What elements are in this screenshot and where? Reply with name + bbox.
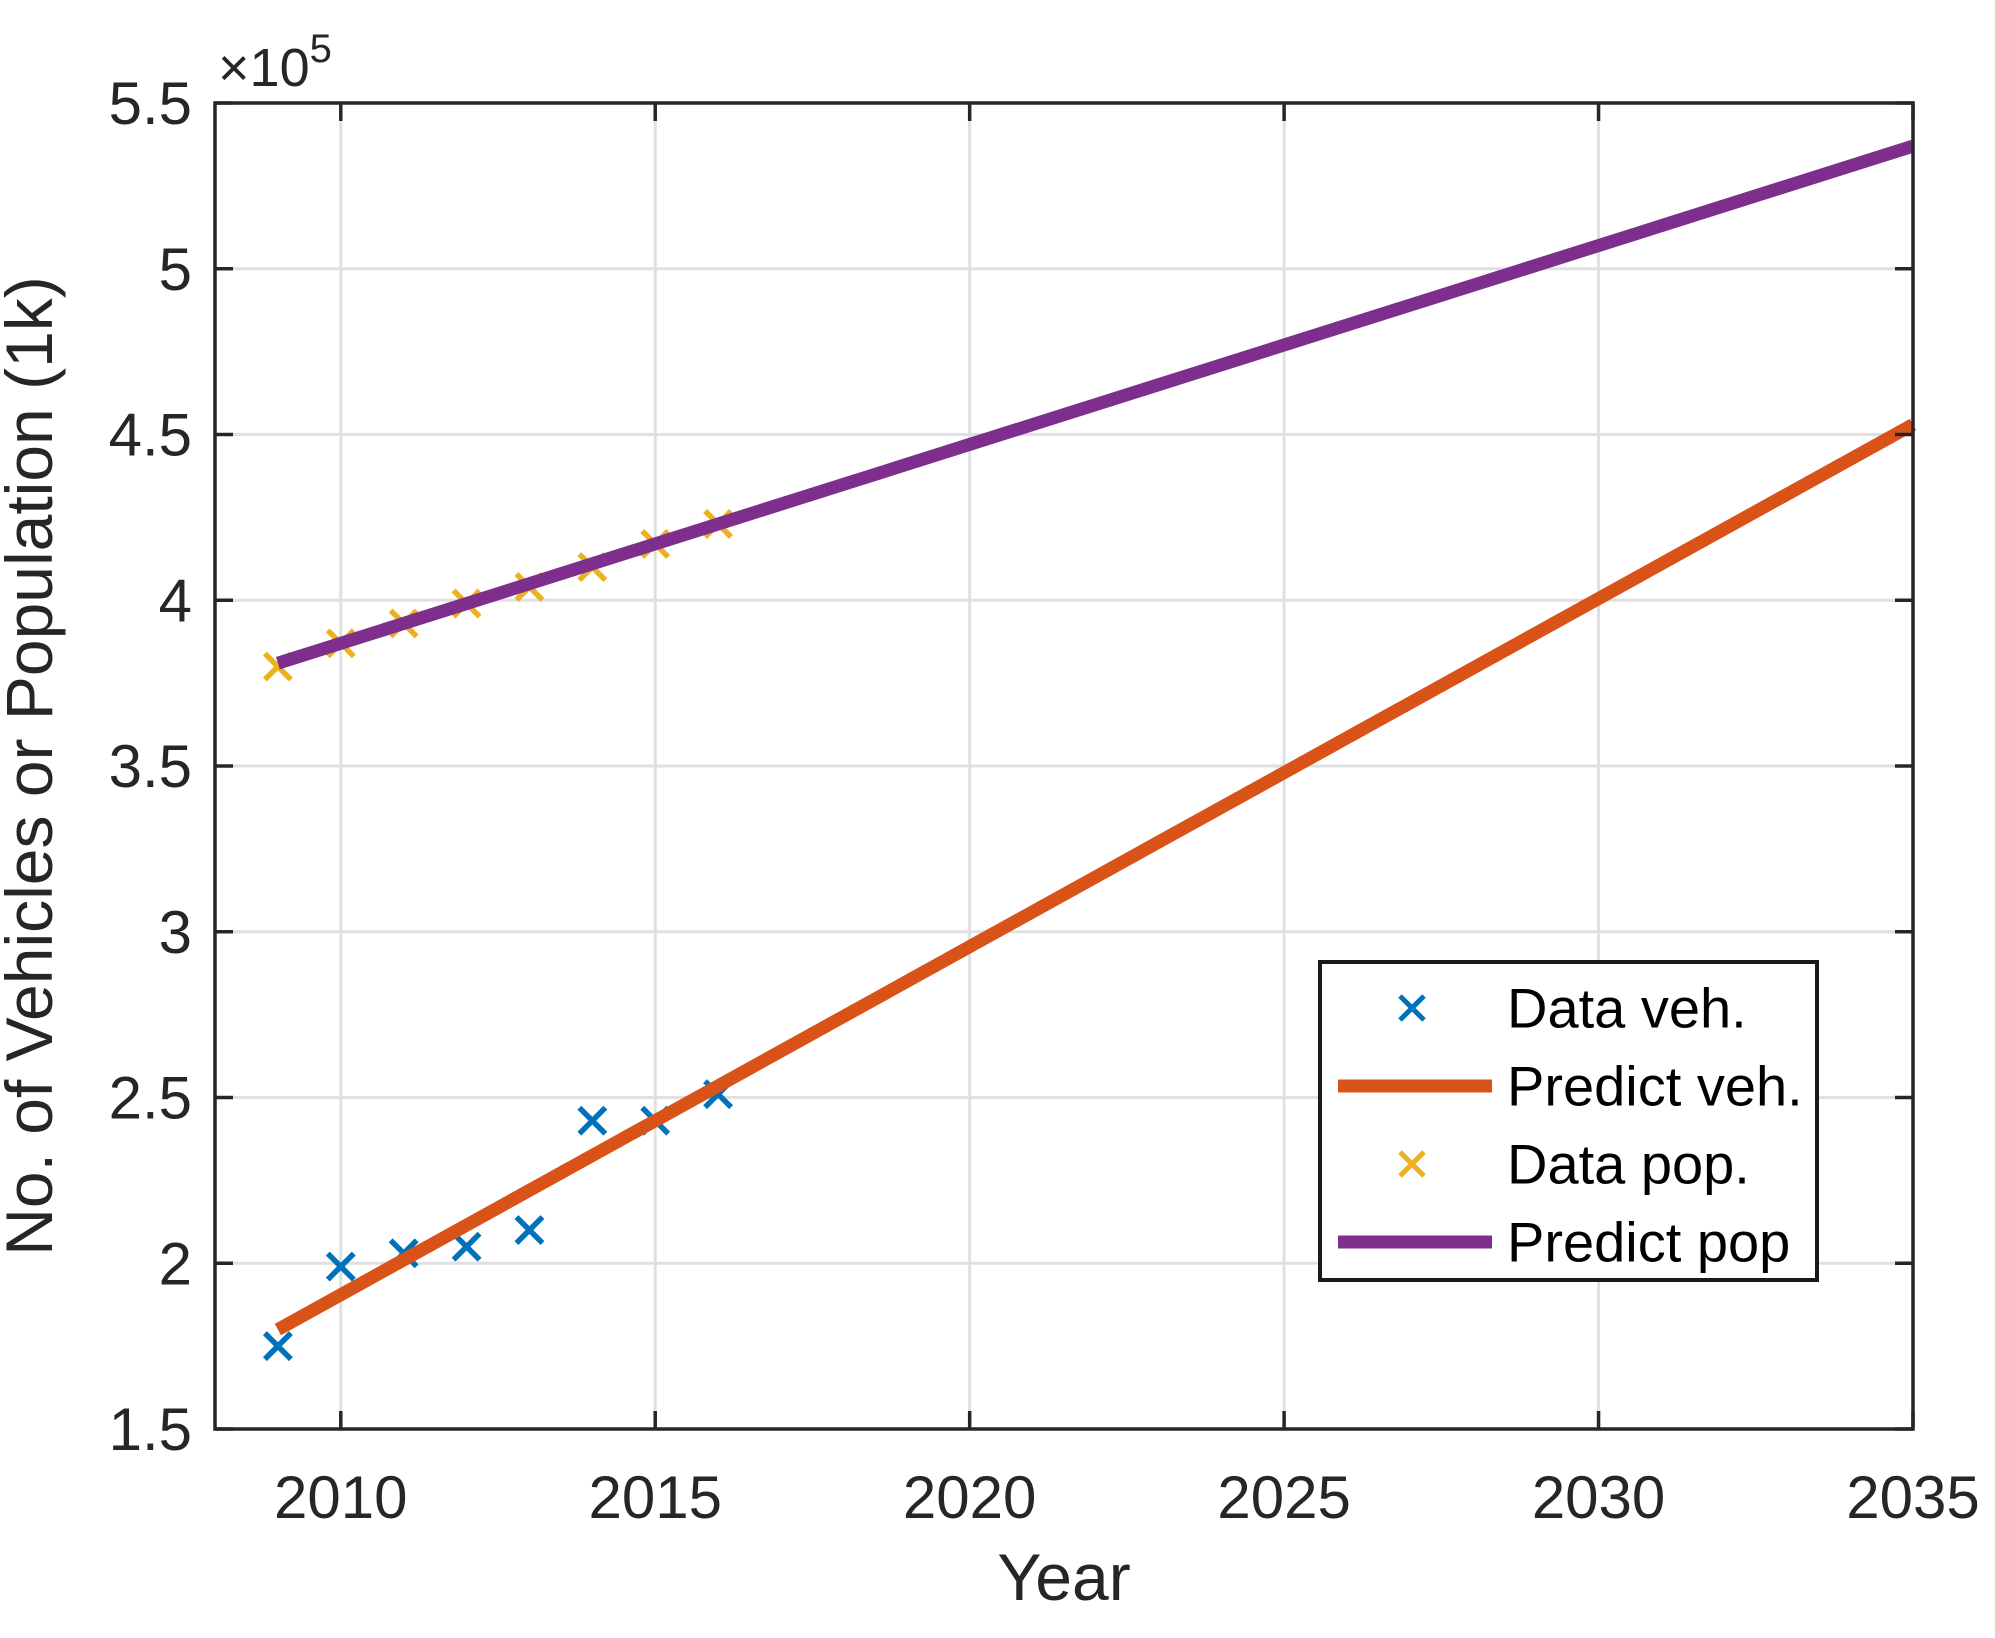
x-tick-label: 2025 [1217,1464,1350,1531]
legend-label: Data pop. [1507,1133,1750,1196]
legend-item-predict-pop: Predict pop [1338,1211,1790,1274]
marker-data-veh [325,1251,356,1282]
series-line-predict-pop [275,139,1915,670]
legend-label: Data veh. [1507,977,1747,1040]
x-tick-label: 2020 [903,1464,1036,1531]
legend-marker-swatch [1398,994,1426,1022]
axes-box [213,101,1915,1431]
marker-data-veh [451,1231,482,1262]
x-axis-label: Year [997,1540,1130,1614]
y-tick-label: 1.5 [109,1396,192,1463]
y-tick-label: 2.5 [109,1065,192,1132]
y-tick-label: 3.5 [109,733,192,800]
marker-data-veh [577,1105,608,1136]
legend-label: Predict pop [1507,1211,1790,1274]
legend-box [1318,960,1819,1282]
y-tick-label: 3 [159,899,192,966]
x-tick-label: 2010 [274,1464,407,1531]
tick-labels: 2010 2015 2020 2025 2030 2035 1.5 2 2.5 3 3.5 4 4.5 5… [109,70,1980,1531]
x-tick-label: 2030 [1532,1464,1665,1531]
y-axis-multiplier: ×105 [218,27,332,98]
x-tick-label: 2035 [1846,1464,1979,1531]
y-axis-multiplier-base: ×10 [218,38,310,98]
series-layer [262,139,1917,1362]
y-axis-label: No. of Vehicles or Population (1k) [0,276,66,1256]
legend-item-data-veh: Data veh. [1398,977,1747,1040]
marker-data-veh [514,1215,545,1246]
marker-data-veh [262,1331,293,1362]
y-tick-label: 5 [159,236,192,303]
y-tick-label: 5.5 [109,70,192,137]
y-tick-label: 4 [159,567,192,634]
legend-label: Predict veh. [1507,1055,1803,1118]
legend-item-data-pop: Data pop. [1398,1133,1750,1196]
y-tick-label: 4.5 [109,402,192,469]
x-tick-label: 2015 [588,1464,721,1531]
legend-item-predict-veh: Predict veh. [1338,1055,1803,1118]
y-axis-multiplier-exponent: 5 [310,27,332,71]
legend: Data veh. Predict veh. Data pop. Predict po… [1318,960,1819,1282]
legend-marker-swatch [1398,1150,1426,1178]
y-tick-label: 2 [159,1230,192,1297]
series-line-predict-veh [274,418,1917,1336]
